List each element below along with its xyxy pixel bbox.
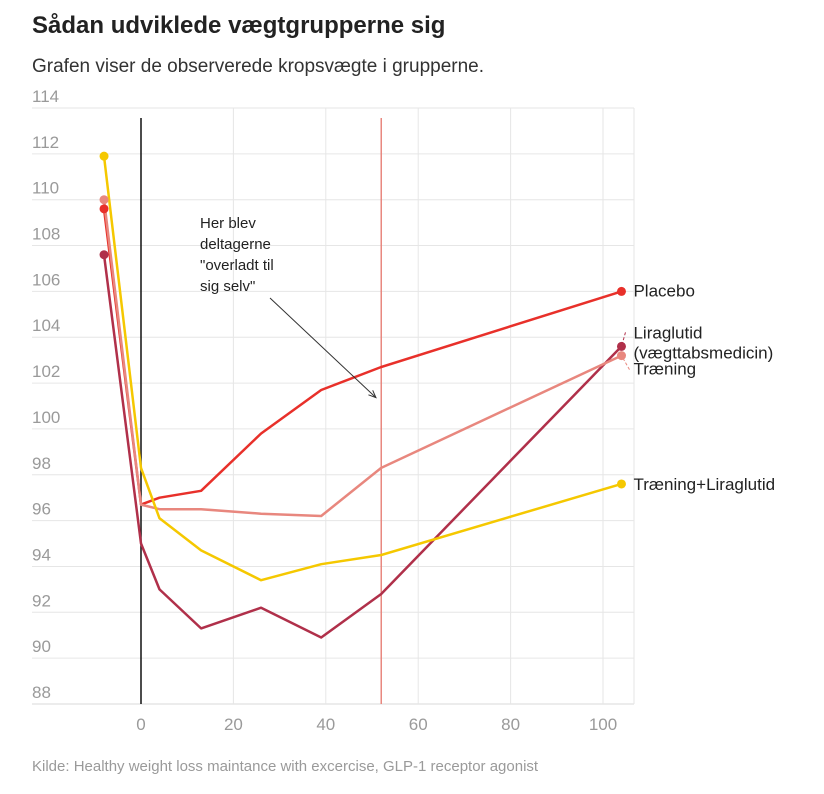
x-tick-label: 60	[409, 715, 428, 734]
x-tick-label: 0	[136, 715, 145, 734]
series-label: Placebo	[633, 281, 694, 300]
x-tick-label: 80	[501, 715, 520, 734]
source-note: Kilde: Healthy weight loss maintance wit…	[32, 758, 539, 775]
chart-subtitle: Grafen viser de observerede kropsvægte i…	[32, 56, 485, 77]
y-tick-label: 106	[32, 270, 60, 289]
series-line	[102, 155, 622, 582]
y-tick-label: 92	[32, 591, 51, 610]
series-label-line: Træning	[633, 360, 696, 379]
annotation-line: sig selv"	[200, 278, 255, 295]
axis-labels: 88 90 92 94 96 98 100 102 104 106 108 110 112 114 0 20 4…	[32, 87, 617, 734]
y-tick-label: 100	[32, 408, 60, 427]
grid	[32, 107, 635, 705]
data-point-end	[616, 286, 626, 296]
y-tick-label: 114	[32, 87, 59, 106]
series-points	[99, 151, 626, 489]
series-line	[102, 208, 622, 506]
y-tick-label: 104	[32, 316, 60, 335]
annotation-line: Her blev	[200, 215, 256, 232]
y-tick-label: 102	[32, 362, 60, 381]
series-label-line: Placebo	[633, 281, 694, 300]
chart-title: Sådan udviklede vægtgrupperne sig	[32, 12, 446, 39]
y-tick-label: 110	[32, 179, 59, 198]
reference-lines	[140, 118, 382, 704]
series-line	[102, 199, 623, 518]
series-label-line: (vægttabsmedicin)	[633, 343, 773, 362]
label-leader	[621, 355, 630, 370]
series-label: Træning	[633, 360, 696, 379]
y-tick-label: 96	[32, 500, 51, 519]
annotation-text: Her blev deltagerne "overladt til sig selv"	[200, 215, 274, 295]
series-line	[102, 254, 623, 639]
annotation-line: deltagerne	[200, 236, 271, 253]
y-tick-label: 98	[32, 454, 51, 473]
data-point-start	[99, 250, 109, 260]
data-point-end	[616, 479, 626, 489]
series-label: Træning+Liraglutid	[633, 475, 775, 494]
label-leader	[620, 332, 626, 347]
data-point-end	[616, 341, 626, 351]
y-tick-label: 90	[32, 637, 51, 656]
data-point-start	[99, 151, 109, 161]
x-tick-label: 40	[316, 715, 335, 734]
data-point-start	[99, 204, 109, 214]
annotation: Her blev deltagerne "overladt til sig selv"	[200, 215, 377, 399]
y-tick-label: 88	[32, 683, 51, 702]
series-label-line: Liraglutid	[633, 323, 702, 342]
series-label-line: Træning+Liraglutid	[633, 475, 775, 494]
y-tick-label: 94	[32, 545, 51, 564]
annotation-arrow-head	[368, 390, 377, 399]
x-tick-label: 20	[224, 715, 243, 734]
series-label: Liraglutid (vægttabsmedicin)	[633, 323, 773, 362]
data-point-start	[99, 195, 109, 205]
y-tick-label: 108	[32, 225, 60, 244]
annotation-arrow	[269, 297, 377, 398]
y-tick-label: 112	[32, 133, 59, 152]
annotation-line: "overladt til	[200, 257, 274, 274]
x-tick-label: 100	[589, 715, 617, 734]
series-lines	[102, 155, 623, 639]
